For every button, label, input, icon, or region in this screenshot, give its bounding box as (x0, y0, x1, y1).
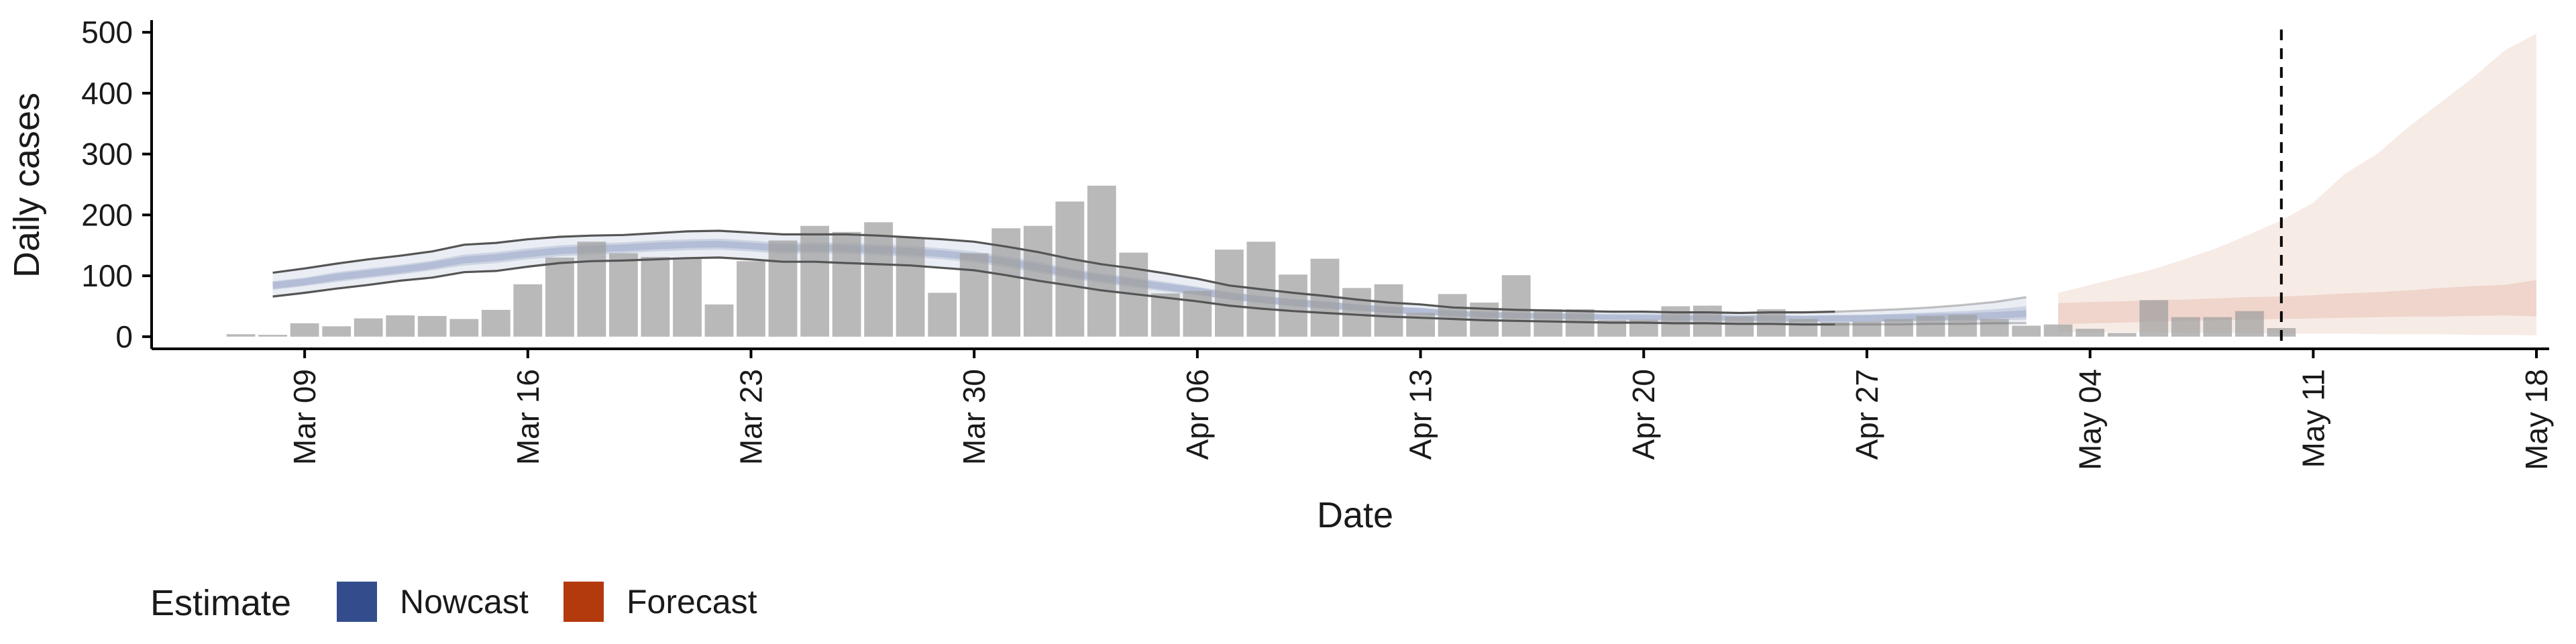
reported-cases-bar (1948, 315, 1977, 337)
reported-cases-bar (609, 253, 638, 337)
reported-cases-bar (800, 225, 829, 337)
reported-cases-bar (1087, 185, 1116, 337)
x-tick-label: Apr 27 (1849, 369, 1884, 460)
nowcast-50-interval (272, 238, 2027, 322)
reported-cases-bar (1916, 316, 1945, 337)
nowcast-90-interval (272, 231, 2027, 325)
reported-cases-bar (768, 240, 798, 337)
reported-cases-bar (513, 284, 543, 337)
reported-cases-bar (2076, 329, 2104, 337)
reported-cases-bar (1151, 293, 1180, 337)
reported-cases-bar (1279, 274, 1307, 337)
x-axis-ticks: Mar 09 Mar 16 Mar 23 Mar 30 Apr 06 Apr 13 Apr … (287, 349, 2554, 470)
y-tick-label: 100 (81, 258, 133, 293)
estimate-outlines (272, 229, 2027, 326)
y-tick-label: 500 (81, 15, 133, 50)
reported-cases-bar (1980, 319, 2009, 337)
reported-cases-bar (481, 309, 511, 337)
reported-cases-bar (641, 257, 670, 337)
reported-cases-bar (959, 253, 989, 337)
reported-cases-bar (2012, 325, 2041, 337)
x-tick-label: Mar 09 (287, 369, 322, 465)
x-tick-label: Apr 20 (1626, 369, 1661, 460)
forecast-50-interval (2058, 280, 2536, 325)
x-axis-label: Date (1317, 495, 1393, 535)
reported-cases-bar (2235, 311, 2264, 337)
reported-cases-bar (1852, 321, 1882, 337)
x-tick-label: Mar 30 (957, 369, 991, 465)
reported-cases-bar (896, 237, 925, 337)
legend-title: Estimate (150, 583, 291, 623)
reported-cases-bar (1215, 250, 1244, 337)
legend-swatch-nowcast (337, 582, 377, 622)
y-axis-label: Daily cases (7, 93, 47, 278)
y-axis-ticks: 0 100 200 300 400 500 (81, 15, 152, 354)
reported-cases-bar (290, 323, 319, 337)
x-tick-label: Apr 06 (1180, 369, 1215, 460)
x-tick-label: May 18 (2519, 369, 2554, 470)
reported-cases-bar (737, 261, 765, 337)
reported-cases-bar (1374, 284, 1403, 337)
reported-cases-bar (226, 334, 256, 337)
reported-cases-bar (832, 231, 861, 337)
nowcast-lower-line (272, 256, 1835, 326)
y-tick-label: 400 (81, 76, 133, 111)
reported-cases-bar (1501, 275, 1531, 337)
y-tick-label: 0 (115, 319, 133, 354)
reported-cases-bar (1342, 288, 1371, 337)
x-tick-label: May 04 (2073, 369, 2108, 470)
reported-cases-bar (704, 304, 734, 337)
reported-cases-bar (2043, 324, 2073, 337)
reported-cases-bar (322, 326, 352, 337)
reported-cases-bar (258, 335, 287, 337)
reported-cases-bar (354, 318, 383, 337)
nowcast-upper-line-tail (1835, 296, 2027, 313)
reported-cases-bar (1693, 305, 1722, 337)
x-tick-label: Mar 23 (734, 369, 769, 465)
y-tick-label: 200 (81, 197, 133, 232)
reported-cases-bar (577, 241, 606, 337)
reported-cases-bar (2171, 317, 2200, 337)
reported-cases-bar (449, 319, 479, 337)
reported-cases-bar (1821, 322, 1849, 337)
reported-cases-bar (2139, 300, 2169, 337)
x-tick-label: May 11 (2296, 369, 2330, 468)
forecast-90-interval (2058, 34, 2536, 335)
y-tick-label: 300 (81, 137, 133, 172)
axes (150, 20, 2549, 350)
reported-cases-bar (386, 315, 415, 337)
reported-cases-bar (1661, 306, 1690, 337)
reported-cases-bar (928, 292, 957, 337)
reported-cases-bar (1055, 201, 1085, 337)
reported-cases-bar (1534, 309, 1563, 337)
reported-cases-bar (417, 316, 447, 337)
legend-swatch-forecast (564, 582, 604, 622)
reported-cases-bar (2107, 333, 2137, 337)
reported-cases-bar (1438, 294, 1467, 337)
x-tick-label: Mar 16 (511, 369, 545, 465)
reported-cases-bar (1183, 290, 1212, 337)
reported-cases-bar (864, 222, 893, 337)
reported-cases-bar (2203, 317, 2233, 337)
legend: Estimate Nowcast Forecast (150, 582, 757, 623)
reported-cases-bar (673, 257, 702, 337)
reported-cases-bar (545, 257, 574, 337)
x-tick-label: Apr 13 (1403, 369, 1438, 460)
reported-cases-bar (1788, 319, 1818, 337)
nowcast-lower-line-tail (1835, 322, 2027, 326)
legend-label-forecast: Forecast (627, 583, 757, 621)
nowcast-upper-line (272, 229, 1835, 315)
reported-cases-bar (1725, 316, 1754, 337)
legend-label-nowcast: Nowcast (400, 583, 529, 621)
reported-cases-bar (1884, 319, 1913, 337)
